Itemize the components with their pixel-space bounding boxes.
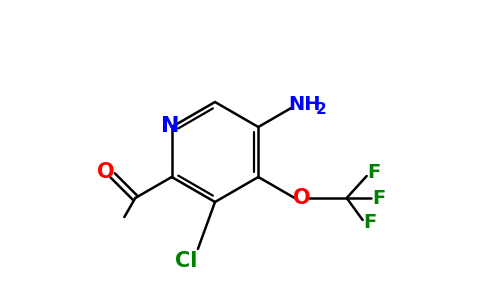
- Text: F: F: [372, 188, 385, 208]
- Text: F: F: [367, 164, 380, 182]
- Text: O: O: [293, 188, 311, 208]
- Text: Cl: Cl: [175, 251, 197, 271]
- Text: O: O: [97, 162, 115, 182]
- Text: NH: NH: [288, 94, 320, 113]
- Text: F: F: [363, 214, 376, 232]
- Text: N: N: [162, 116, 180, 136]
- Text: 2: 2: [316, 103, 327, 118]
